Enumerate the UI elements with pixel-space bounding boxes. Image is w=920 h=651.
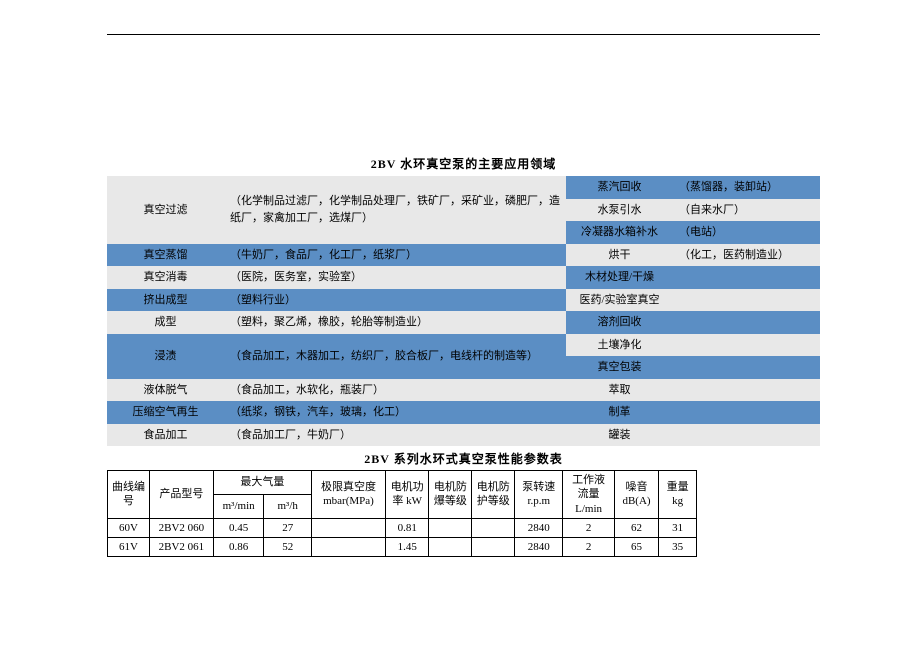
app-right-category-cell: 土壤净化 [566, 334, 673, 357]
spec-cell: 61V [108, 538, 150, 557]
app-category-cell: 浸渍 [107, 334, 224, 379]
spec-cell: 52 [264, 538, 312, 557]
page-top-rule [107, 34, 820, 35]
app-right-category-cell: 冷凝器水箱补水 [566, 221, 673, 244]
app-right-category-cell: 烘干 [566, 244, 673, 267]
spec-header-cell: 最大气量 [213, 471, 311, 495]
app-desc-cell: （塑料行业） [224, 289, 566, 312]
app-desc-cell: （化学制品过滤厂，化学制品处理厂，铁矿厂，采矿业，磷肥厂，造纸厂，家禽加工厂，选… [224, 176, 566, 244]
spec-cell: 2 [563, 518, 614, 537]
spec-subheader-cell: m³/min [213, 494, 264, 518]
app-right-category-cell: 制革 [566, 401, 673, 424]
app-desc-cell: （食品加工，木器加工，纺织厂，胶合板厂，电线杆的制造等） [224, 334, 566, 379]
spec-table: 曲线编号产品型号最大气量极限真空度 mbar(MPa)电机功率 kW电机防爆等级… [107, 470, 697, 557]
spec-header-cell: 曲线编号 [108, 471, 150, 519]
spec-header-cell: 电机功率 kW [385, 471, 429, 519]
spec-cell: 2840 [515, 538, 563, 557]
app-desc-cell: （塑料，聚乙烯，橡胶，轮胎等制造业） [224, 311, 566, 334]
app-right-category-cell: 医药/实验室真空 [566, 289, 673, 312]
app-right-desc-cell: （化工，医药制造业） [673, 244, 820, 267]
spec-header-cell: 工作液流量 L/min [563, 471, 614, 519]
spec-cell [311, 538, 385, 557]
spec-cell: 0.81 [385, 518, 429, 537]
app-right-desc-cell [673, 379, 820, 402]
spec-cell [472, 518, 515, 537]
app-desc-cell: （牛奶厂，食品厂，化工厂，纸浆厂） [224, 244, 566, 267]
spec-header-cell: 重量 kg [659, 471, 697, 519]
app-right-desc-cell: （蒸馏器，装卸站） [673, 176, 820, 199]
app-right-category-cell: 蒸汽回收 [566, 176, 673, 199]
spec-header-cell: 电机防爆等级 [429, 471, 472, 519]
applications-table: 真空过滤（化学制品过滤厂，化学制品处理厂，铁矿厂，采矿业，磷肥厂，造纸厂，家禽加… [107, 176, 820, 446]
spec-cell: 1.45 [385, 538, 429, 557]
app-desc-cell: （医院，医务室，实验室） [224, 266, 566, 289]
app-right-category-cell: 木材处理/干燥 [566, 266, 673, 289]
app-right-desc-cell [673, 289, 820, 312]
spec-header-cell: 噪音 dB(A) [614, 471, 658, 519]
app-right-category-cell: 萃取 [566, 379, 673, 402]
app-right-desc-cell [673, 334, 820, 357]
app-right-desc-cell [673, 401, 820, 424]
app-right-desc-cell [673, 311, 820, 334]
app-category-cell: 真空蒸馏 [107, 244, 224, 267]
app-right-desc-cell [673, 424, 820, 447]
spec-cell: 60V [108, 518, 150, 537]
spec-header-cell: 电机防护等级 [472, 471, 515, 519]
app-right-desc-cell [673, 356, 820, 379]
app-right-category-cell: 真空包装 [566, 356, 673, 379]
spec-cell: 0.86 [213, 538, 264, 557]
spec-cell [311, 518, 385, 537]
app-category-cell: 挤出成型 [107, 289, 224, 312]
spec-cell: 35 [659, 538, 697, 557]
spec-header-cell: 产品型号 [150, 471, 214, 519]
app-category-cell: 真空消毒 [107, 266, 224, 289]
spec-cell [429, 538, 472, 557]
app-desc-cell: （纸浆，钢铁，汽车，玻璃，化工） [224, 401, 566, 424]
app-desc-cell: （食品加工厂，牛奶厂） [224, 424, 566, 447]
app-right-category-cell: 罐装 [566, 424, 673, 447]
spec-cell: 62 [614, 518, 658, 537]
spec-cell: 2BV2 060 [150, 518, 214, 537]
spec-row: 60V2BV2 0600.4527 0.81 284026231 [108, 518, 697, 537]
app-desc-cell: （食品加工，水软化，瓶装厂） [224, 379, 566, 402]
spec-cell: 2840 [515, 518, 563, 537]
spec-cell: 65 [614, 538, 658, 557]
page-content: 2BV 水环真空泵的主要应用领域 真空过滤（化学制品过滤厂，化学制品处理厂，铁矿… [107, 155, 820, 557]
app-category-cell: 成型 [107, 311, 224, 334]
spec-cell: 0.45 [213, 518, 264, 537]
spec-cell: 27 [264, 518, 312, 537]
spec-header-cell: 泵转速 r.p.m [515, 471, 563, 519]
app-right-desc-cell: （电站） [673, 221, 820, 244]
spec-header-cell: 极限真空度 mbar(MPa) [311, 471, 385, 519]
spec-cell: 2BV2 061 [150, 538, 214, 557]
app-right-desc-cell: （自来水厂） [673, 199, 820, 222]
app-right-category-cell: 水泵引水 [566, 199, 673, 222]
spec-title: 2BV 系列水环式真空泵性能参数表 [107, 450, 820, 467]
app-right-category-cell: 溶剂回收 [566, 311, 673, 334]
spec-cell: 31 [659, 518, 697, 537]
app-right-desc-cell [673, 266, 820, 289]
spec-cell [429, 518, 472, 537]
spec-row: 61V2BV2 0610.8652 1.45 284026535 [108, 538, 697, 557]
app-category-cell: 液体脱气 [107, 379, 224, 402]
applications-title: 2BV 水环真空泵的主要应用领域 [107, 155, 820, 172]
spec-subheader-cell: m³/h [264, 494, 312, 518]
app-category-cell: 食品加工 [107, 424, 224, 447]
app-category-cell: 压缩空气再生 [107, 401, 224, 424]
spec-cell [472, 538, 515, 557]
app-category-cell: 真空过滤 [107, 176, 224, 244]
spec-cell: 2 [563, 538, 614, 557]
